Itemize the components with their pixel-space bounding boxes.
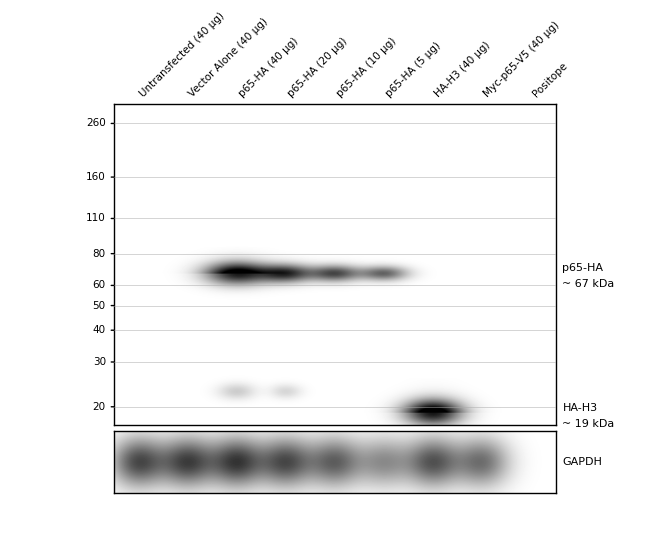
Text: Vector Alone (40 μg): Vector Alone (40 μg) <box>187 17 270 99</box>
Text: 40: 40 <box>93 325 106 335</box>
Text: GAPDH: GAPDH <box>562 457 603 467</box>
Text: ~ 67 kDa: ~ 67 kDa <box>562 279 615 289</box>
Text: p65-HA (20 μg): p65-HA (20 μg) <box>285 36 349 99</box>
Text: 20: 20 <box>93 402 106 412</box>
Text: 50: 50 <box>93 301 106 310</box>
Text: Myc-p65-V5 (40 μg): Myc-p65-V5 (40 μg) <box>482 20 562 99</box>
Text: p65-HA (5 μg): p65-HA (5 μg) <box>384 40 443 99</box>
Text: HA-H3: HA-H3 <box>562 403 597 413</box>
Text: p65-HA (40 μg): p65-HA (40 μg) <box>237 36 300 99</box>
Text: 260: 260 <box>86 119 106 128</box>
Text: 30: 30 <box>93 357 106 367</box>
Text: HA-H3 (40 μg): HA-H3 (40 μg) <box>433 40 492 99</box>
Text: Positope: Positope <box>531 61 569 99</box>
Text: ~ 19 kDa: ~ 19 kDa <box>562 419 615 429</box>
Text: p65-HA: p65-HA <box>562 264 603 273</box>
Text: Untransfected (40 μg): Untransfected (40 μg) <box>138 11 227 99</box>
Text: 60: 60 <box>93 280 106 291</box>
Text: 110: 110 <box>86 213 106 224</box>
Text: 160: 160 <box>86 172 106 182</box>
Text: 80: 80 <box>93 248 106 259</box>
Text: p65-HA (10 μg): p65-HA (10 μg) <box>335 36 398 99</box>
